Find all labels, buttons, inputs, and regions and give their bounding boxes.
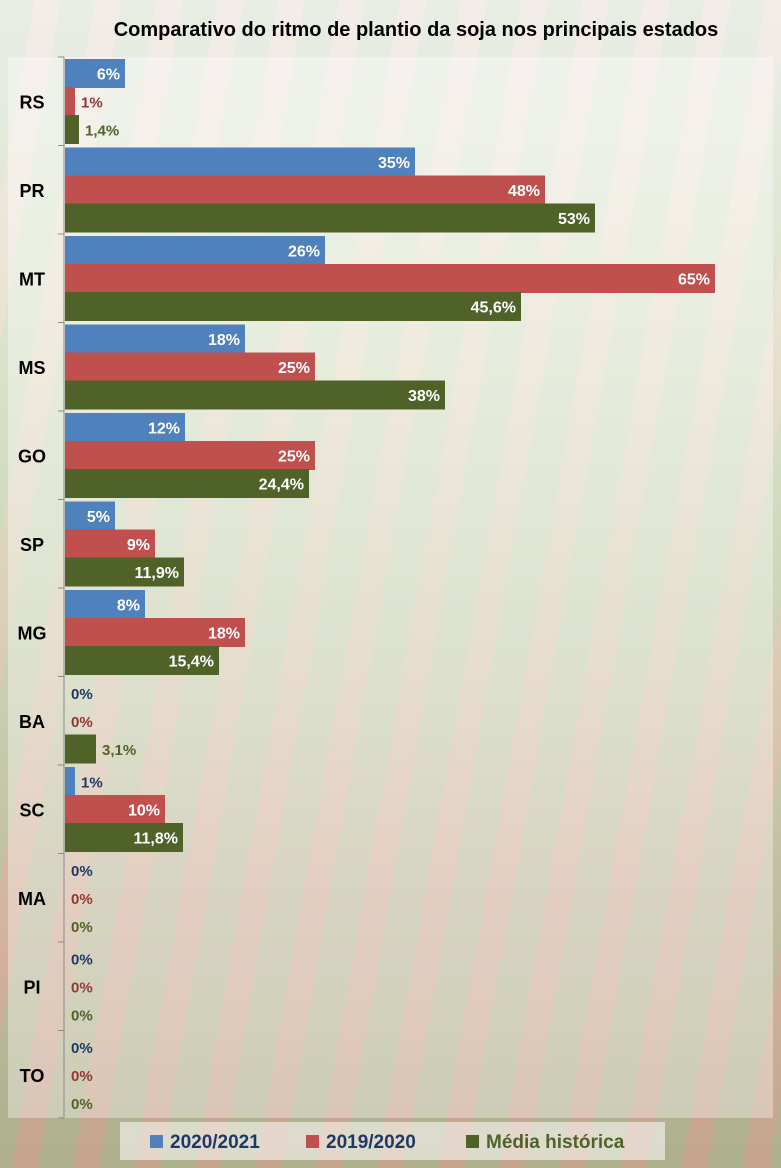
legend-swatch-series-1 — [150, 1135, 163, 1148]
data-label-ms-series-1: 18% — [208, 332, 240, 349]
data-label-rs-series-2: 1% — [81, 95, 103, 112]
data-label-mt-series-2: 65% — [678, 272, 710, 289]
data-label-go-series-2: 25% — [278, 449, 310, 466]
data-label-go-series-3: 24,4% — [259, 477, 304, 494]
legend-box — [120, 1122, 665, 1160]
data-label-ba-series-1: 0% — [71, 686, 93, 703]
data-label-mg-series-1: 8% — [117, 598, 140, 615]
bar-ms-series-3 — [65, 380, 445, 410]
data-label-mg-series-3: 15,4% — [169, 654, 214, 671]
category-label-sp: SP — [20, 535, 44, 555]
data-label-pi-series-3: 0% — [71, 1008, 93, 1025]
legend-label-series-3: Média histórica — [486, 1132, 625, 1153]
data-label-ma-series-1: 0% — [71, 863, 93, 880]
data-label-rs-series-1: 6% — [97, 67, 120, 84]
bar-pr-series-2 — [65, 175, 545, 205]
data-label-mt-series-1: 26% — [288, 244, 320, 261]
bar-ms-series-2 — [65, 352, 315, 382]
category-label-ba: BA — [19, 712, 45, 732]
legend-swatch-series-2 — [306, 1135, 319, 1148]
data-label-ma-series-3: 0% — [71, 919, 93, 936]
bar-rs-series-1 — [65, 59, 125, 88]
bar-mg-series-3 — [65, 646, 219, 675]
bar-sp-series-3 — [65, 557, 184, 587]
bar-mt-series-2 — [65, 264, 715, 293]
data-label-sc-series-2: 10% — [128, 803, 160, 820]
category-label-pi: PI — [23, 977, 40, 997]
category-label-pr: PR — [19, 181, 44, 201]
data-label-ms-series-2: 25% — [278, 360, 310, 377]
category-label-ma: MA — [18, 889, 46, 909]
bar-rs-series-3 — [65, 115, 79, 144]
bar-go-series-2 — [65, 441, 315, 470]
bar-sc-series-1 — [65, 767, 75, 796]
category-label-mt: MT — [19, 269, 45, 289]
bar-go-series-1 — [65, 413, 185, 442]
bar-sc-series-2 — [65, 795, 165, 824]
legend-swatch-series-3 — [466, 1135, 479, 1148]
data-label-go-series-1: 12% — [148, 421, 180, 438]
bar-mt-series-3 — [65, 292, 521, 321]
data-label-ba-series-3: 3,1% — [102, 742, 136, 759]
data-label-pi-series-2: 0% — [71, 980, 93, 997]
bar-sp-series-1 — [65, 501, 115, 531]
data-label-sp-series-3: 11,9% — [135, 565, 179, 582]
legend-label-series-1: 2020/2021 — [170, 1132, 260, 1153]
data-label-pr-series-1: 35% — [378, 155, 410, 172]
data-label-mt-series-3: 45,6% — [471, 300, 516, 317]
category-label-sc: SC — [19, 800, 44, 820]
category-label-mg: MG — [18, 623, 47, 643]
chart-title: Comparativo do ritmo de plantio da soja … — [114, 19, 719, 41]
category-label-ms: MS — [19, 358, 46, 378]
data-label-sc-series-3: 11,8% — [134, 831, 178, 848]
data-label-sc-series-1: 1% — [81, 775, 103, 792]
bar-rs-series-2 — [65, 87, 75, 116]
data-label-mg-series-2: 18% — [208, 626, 240, 643]
bar-go-series-3 — [65, 469, 309, 498]
data-label-to-series-1: 0% — [71, 1040, 93, 1057]
category-label-rs: RS — [19, 92, 44, 112]
plot-area — [8, 57, 773, 1118]
bar-mg-series-1 — [65, 590, 145, 619]
data-label-sp-series-1: 5% — [87, 509, 110, 526]
category-label-go: GO — [18, 446, 46, 466]
data-label-to-series-3: 0% — [71, 1096, 93, 1113]
bar-sp-series-2 — [65, 529, 155, 559]
data-label-sp-series-2: 9% — [127, 537, 150, 554]
bar-ba-series-3 — [65, 734, 96, 764]
data-label-to-series-2: 0% — [71, 1068, 93, 1085]
data-label-pi-series-1: 0% — [71, 952, 93, 969]
bar-pr-series-3 — [65, 203, 595, 233]
data-label-ms-series-3: 38% — [408, 388, 440, 405]
data-label-pr-series-2: 48% — [508, 183, 540, 200]
legend-label-series-2: 2019/2020 — [326, 1132, 416, 1153]
data-label-ma-series-2: 0% — [71, 891, 93, 908]
data-label-pr-series-3: 53% — [558, 211, 590, 228]
bar-mt-series-1 — [65, 236, 325, 265]
bar-ms-series-1 — [65, 324, 245, 354]
data-label-rs-series-3: 1,4% — [85, 123, 119, 140]
bar-pr-series-1 — [65, 147, 415, 177]
bar-sc-series-3 — [65, 823, 183, 852]
data-label-ba-series-2: 0% — [71, 714, 93, 731]
category-label-to: TO — [20, 1066, 45, 1086]
bar-mg-series-2 — [65, 618, 245, 647]
